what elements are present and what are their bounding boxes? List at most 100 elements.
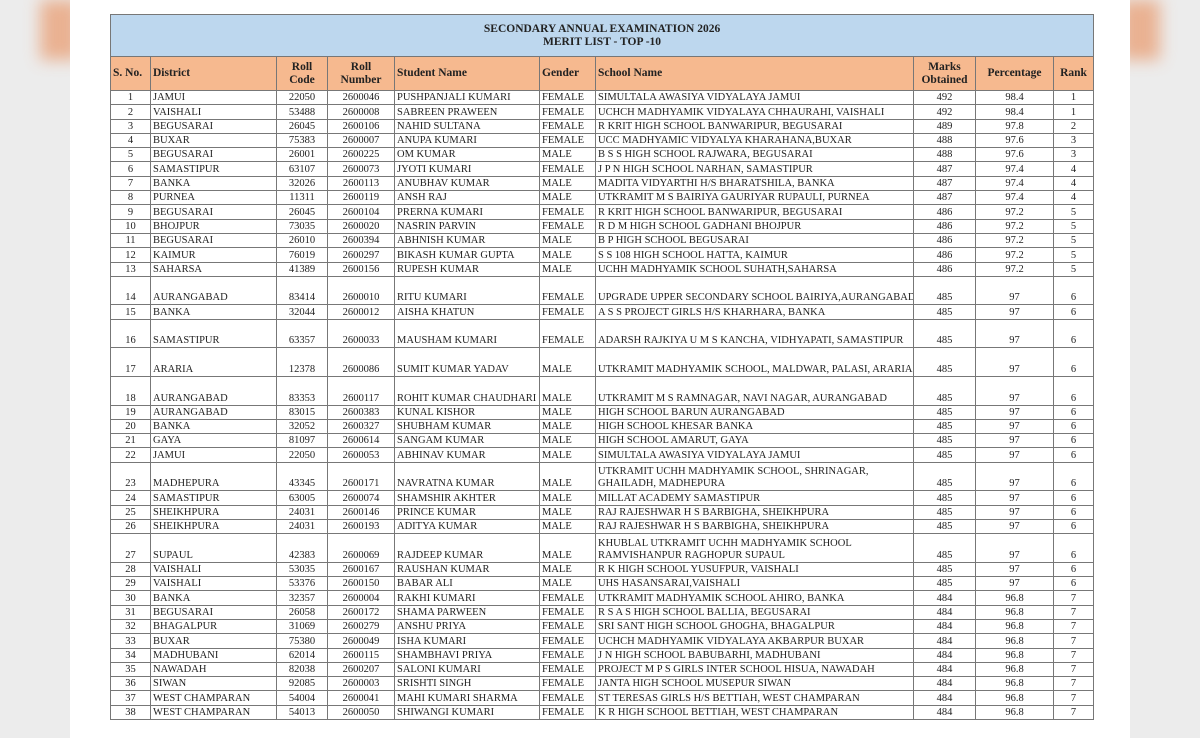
table-cell: FEMALE bbox=[539, 690, 596, 706]
table-cell: BANKA bbox=[150, 418, 277, 435]
table-cell: 2600003 bbox=[327, 676, 395, 692]
table-cell: MALE bbox=[539, 518, 596, 535]
table-cell: 4 bbox=[1052, 190, 1095, 206]
table-cell: 2 bbox=[1052, 118, 1095, 134]
title-line: MERIT LIST - TOP -10 bbox=[543, 35, 662, 48]
table-cell: SHUBHAM KUMAR bbox=[394, 418, 540, 435]
table-cell: 32357 bbox=[276, 590, 328, 606]
table-row: 8 PURNEA 11311 2600119 ANSH RAJ MALE UTKRAMIT … bbox=[110, 190, 1095, 206]
column-header: Percentage bbox=[975, 56, 1054, 91]
table-cell: BABAR ALI bbox=[394, 576, 540, 592]
table-cell: 7 bbox=[110, 175, 151, 192]
table-cell: 2600074 bbox=[327, 490, 395, 506]
table-cell: MALE bbox=[539, 433, 596, 449]
table-cell: 54004 bbox=[276, 690, 328, 706]
title-line: SECONDARY ANNUAL EXAMINATION 2026 bbox=[483, 22, 721, 35]
table-cell: FEMALE bbox=[539, 633, 596, 649]
table-cell: PRINCE KUMAR bbox=[394, 504, 540, 520]
table-cell: 53035 bbox=[276, 561, 328, 578]
table-cell: 6 bbox=[1052, 447, 1095, 463]
table-cell: BANKA bbox=[150, 175, 277, 192]
table-cell: K R HIGH SCHOOL BETTIAH, WEST CHAMPARAN bbox=[595, 704, 914, 721]
table-cell: 6 bbox=[1052, 418, 1095, 435]
table-cell: 485 bbox=[913, 518, 976, 535]
table-cell: NAVRATNA KUMAR bbox=[394, 461, 540, 492]
table-cell: 24031 bbox=[276, 504, 328, 520]
table-cell: 15 bbox=[110, 304, 151, 320]
table-row: 20 BANKA 32052 2600327 SHUBHAM KUMAR MALE HIGH… bbox=[110, 418, 1095, 435]
table-cell: MAUSHAM KUMARI bbox=[394, 318, 540, 349]
table-cell: 2600225 bbox=[327, 147, 395, 163]
table-row: 18 AURANGABAD 83353 2600117 ROHIT KUMAR CHAU… bbox=[110, 375, 1095, 406]
table-cell: SIMULTALA AWASIYA VIDYALAYA JAMUI bbox=[595, 447, 914, 463]
table-cell: 485 bbox=[913, 447, 976, 463]
table-cell: 7 bbox=[1052, 604, 1095, 620]
table-cell: SUMIT KUMAR YADAV bbox=[394, 347, 540, 377]
table-cell: WEST CHAMPARAN bbox=[150, 690, 277, 706]
table-cell: 2600050 bbox=[327, 704, 395, 721]
table-cell: 2600020 bbox=[327, 218, 395, 234]
table-cell: 485 bbox=[913, 461, 976, 492]
table-cell: 36 bbox=[110, 676, 151, 692]
table-cell: 23 bbox=[110, 461, 151, 492]
table-cell: 11 bbox=[110, 232, 151, 249]
table-cell: MALE bbox=[539, 404, 596, 420]
table-cell: BEGUSARAI bbox=[150, 147, 277, 163]
table-cell: SIWAN bbox=[150, 676, 277, 692]
table-cell: SHIWANGI KUMARI bbox=[394, 704, 540, 721]
table-cell: SHAMBHAVI PRIYA bbox=[394, 647, 540, 663]
table-cell: AISHA KHATUN bbox=[394, 304, 540, 320]
table-cell: MALE bbox=[539, 247, 596, 263]
table-cell: 2600104 bbox=[327, 204, 395, 220]
table-cell: 31 bbox=[110, 604, 151, 620]
table-cell: 4 bbox=[1052, 161, 1095, 177]
table-cell: ABHINAV KUMAR bbox=[394, 447, 540, 463]
table-cell: KHUBLAL UTKRAMIT UCHH MADHYAMIK SCHOOL R… bbox=[595, 533, 914, 563]
table-body: 1 JAMUI 22050 2600046 PUSHPANJALI KUMARI FEMA… bbox=[110, 89, 1095, 721]
table-cell: FEMALE bbox=[539, 104, 596, 120]
table-cell: SHEIKHPURA bbox=[150, 504, 277, 520]
table-cell: 97 bbox=[975, 375, 1054, 406]
table-cell: FEMALE bbox=[539, 604, 596, 620]
table-cell: 35 bbox=[110, 661, 151, 678]
table-row: 35 NAWADAH 82038 2600207 SALONI KUMARI FEMALE… bbox=[110, 661, 1095, 678]
table-cell: 6 bbox=[110, 161, 151, 177]
table-cell: 5 bbox=[1052, 261, 1095, 277]
table-cell: 24031 bbox=[276, 518, 328, 535]
table-row: 5 BEGUSARAI 26001 2600225 OM KUMAR MALE B S S … bbox=[110, 147, 1095, 163]
table-cell: 2600115 bbox=[327, 647, 395, 663]
table-cell: 96.8 bbox=[975, 604, 1054, 620]
table-cell: 2600394 bbox=[327, 232, 395, 249]
table-cell: 32044 bbox=[276, 304, 328, 320]
table-cell: 30 bbox=[110, 590, 151, 606]
table-cell: 487 bbox=[913, 175, 976, 192]
table-cell: 492 bbox=[913, 104, 976, 120]
table-cell: 6 bbox=[1052, 318, 1095, 349]
table-cell: 31069 bbox=[276, 618, 328, 635]
table-cell: 3 bbox=[110, 118, 151, 134]
table-cell: ST TERESAS GIRLS H/S BETTIAH, WEST CHAMP… bbox=[595, 690, 914, 706]
table-cell: 10 bbox=[110, 218, 151, 234]
table-cell: MALE bbox=[539, 190, 596, 206]
table-cell: 63005 bbox=[276, 490, 328, 506]
table-cell: FEMALE bbox=[539, 132, 596, 149]
table-cell: SAMASTIPUR bbox=[150, 161, 277, 177]
table-cell: PRERNA KUMARI bbox=[394, 204, 540, 220]
table-cell: 484 bbox=[913, 661, 976, 678]
table-cell: 2600117 bbox=[327, 375, 395, 406]
table-cell: 96.8 bbox=[975, 690, 1054, 706]
table-cell: OM KUMAR bbox=[394, 147, 540, 163]
table-cell: 97 bbox=[975, 490, 1054, 506]
table-title: SECONDARY ANNUAL EXAMINATION 2026 MERIT L… bbox=[109, 14, 1095, 57]
table-cell: 97.2 bbox=[975, 261, 1054, 277]
table-cell: 97 bbox=[975, 318, 1054, 349]
table-cell: 484 bbox=[913, 590, 976, 606]
table-cell: FEMALE bbox=[539, 318, 596, 349]
table-cell: MALE bbox=[539, 147, 596, 163]
table-cell: 7 bbox=[1052, 690, 1095, 706]
table-row: 26 SHEIKHPURA 24031 2600193 ADITYA KUMAR MALE… bbox=[110, 518, 1095, 535]
table-cell: 53376 bbox=[276, 576, 328, 592]
table-row: 7 BANKA 32026 2600113 ANUBHAV KUMAR MALE MADIT… bbox=[110, 175, 1095, 192]
table-cell: 485 bbox=[913, 490, 976, 506]
table-cell: 63357 bbox=[276, 318, 328, 349]
